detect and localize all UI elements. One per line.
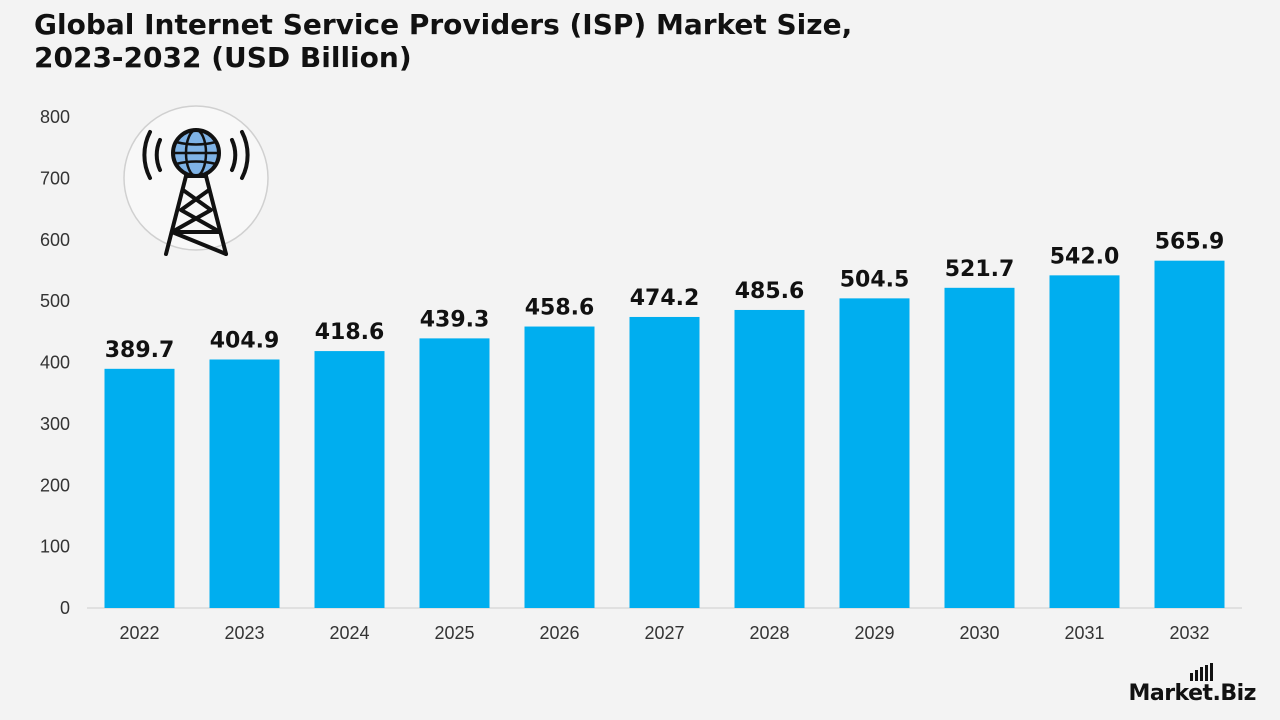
bar (524, 326, 595, 608)
bar-value-label: 418.6 (315, 320, 385, 345)
y-tick-label: 400 (40, 353, 70, 373)
y-tick-label: 600 (40, 230, 70, 250)
bar-value-label: 542.0 (1050, 244, 1120, 269)
y-tick-label: 700 (40, 168, 70, 188)
bar-value-label: 565.9 (1155, 230, 1225, 255)
bar (104, 368, 175, 608)
x-tick-label: 2024 (329, 623, 369, 643)
bar (839, 298, 910, 608)
bar-value-label: 521.7 (945, 257, 1015, 282)
bar-series: 389.7 404.9 418.6 439.3 458.6 474.2 485.6 504.5… (104, 230, 1225, 608)
x-tick-label: 2022 (119, 623, 159, 643)
bar-value-label: 485.6 (735, 279, 805, 304)
x-tick-label: 2023 (224, 623, 264, 643)
chart-title-line2: 2023-2032 (USD Billion) (34, 41, 412, 74)
bar-value-label: 404.9 (210, 328, 280, 353)
bar-value-label: 389.7 (105, 338, 175, 363)
chart-title: Global Internet Service Providers (ISP) … (34, 8, 1034, 74)
x-tick-label: 2027 (644, 623, 684, 643)
x-tick-label: 2025 (434, 623, 474, 643)
bar-chart-logo-icon (1190, 663, 1213, 681)
y-axis: 0 100 200 300 400 500 600 700 800 (40, 107, 70, 618)
bar-value-label: 474.2 (630, 286, 700, 311)
x-tick-label: 2028 (749, 623, 789, 643)
y-tick-label: 500 (40, 291, 70, 311)
x-tick-label: 2031 (1064, 623, 1104, 643)
bar (1049, 275, 1120, 608)
bar (209, 359, 280, 608)
x-tick-label: 2026 (539, 623, 579, 643)
x-tick-label: 2032 (1169, 623, 1209, 643)
brand-name: Market.Biz (1128, 681, 1256, 706)
bar-value-label: 458.6 (525, 296, 595, 321)
x-axis: 2022 2023 2024 2025 2026 2027 2028 2029 2030 2031… (119, 623, 1209, 643)
bar (314, 351, 385, 608)
bar (629, 316, 700, 608)
bar (1154, 260, 1225, 608)
bar (734, 309, 805, 608)
chart-title-line1: Global Internet Service Providers (ISP) … (34, 8, 853, 41)
x-tick-label: 2029 (854, 623, 894, 643)
radio-tower-globe-icon (123, 105, 269, 256)
brand-logo: Market.Biz (1128, 663, 1256, 706)
x-tick-label: 2030 (959, 623, 999, 643)
y-tick-label: 800 (40, 107, 70, 127)
bar (944, 287, 1015, 608)
bar (419, 338, 490, 608)
y-tick-label: 300 (40, 414, 70, 434)
y-tick-label: 200 (40, 475, 70, 495)
y-tick-label: 100 (40, 537, 70, 557)
y-tick-label: 0 (60, 598, 70, 618)
bar-value-label: 439.3 (420, 307, 490, 332)
bar-value-label: 504.5 (840, 267, 910, 292)
